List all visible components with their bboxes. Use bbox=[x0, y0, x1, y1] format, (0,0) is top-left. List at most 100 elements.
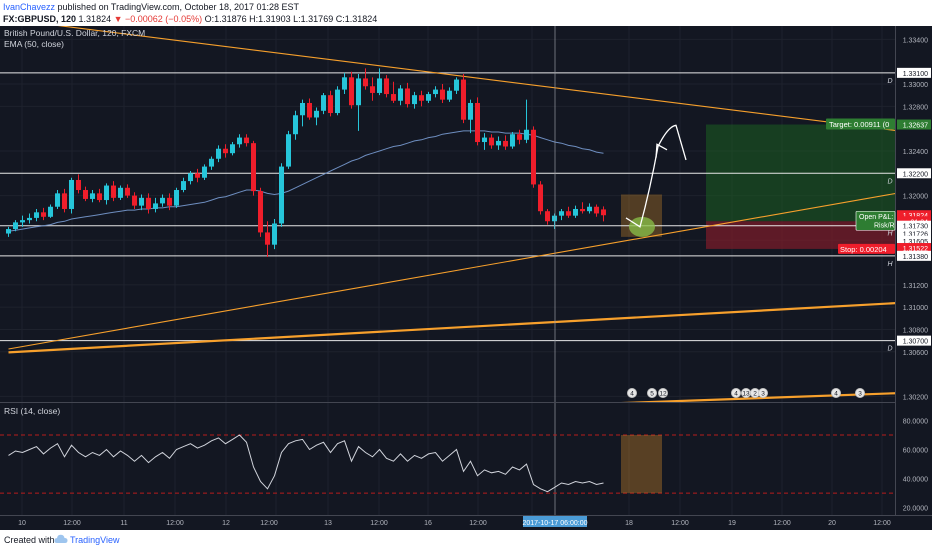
rsi-highlight-box bbox=[621, 435, 662, 494]
tradingview-brand[interactable]: TradingView bbox=[70, 535, 120, 545]
candle-body bbox=[181, 181, 186, 191]
time-tick-label: 19 bbox=[728, 520, 736, 527]
candle-body bbox=[566, 211, 571, 216]
candle-body bbox=[461, 79, 466, 120]
candle-body bbox=[433, 89, 438, 95]
rsi-tick-label: 80.0000 bbox=[903, 418, 928, 425]
symbol-label: FX:GBPUSD, 120 bbox=[3, 14, 77, 24]
candle-body bbox=[230, 144, 235, 154]
risk-reward-label: Risk/R bbox=[874, 222, 895, 229]
rsi-tick-label: 40.0000 bbox=[903, 477, 928, 484]
price-label: 1.31730 bbox=[903, 224, 928, 231]
candle-body bbox=[447, 90, 452, 100]
price-tick-label: 1.30800 bbox=[903, 327, 928, 334]
candle-body bbox=[293, 115, 298, 135]
time-tick-label: 12:00 bbox=[166, 520, 184, 527]
candle-body bbox=[41, 212, 46, 217]
time-tick-label: 12:00 bbox=[260, 520, 278, 527]
ema-legend: EMA (50, close) bbox=[4, 39, 64, 49]
event-badge-count: 2 bbox=[753, 391, 757, 398]
candle-body bbox=[244, 137, 249, 144]
event-badge-count: 12 bbox=[659, 391, 667, 398]
projection-arrowhead bbox=[655, 143, 668, 158]
level-flag: H bbox=[887, 231, 893, 238]
candle-body bbox=[6, 229, 11, 234]
candle-body bbox=[34, 212, 39, 218]
candle-body bbox=[27, 217, 32, 221]
target-label-bg bbox=[826, 118, 895, 130]
price-label: 1.32637 bbox=[903, 123, 928, 130]
time-tick-label: 18 bbox=[625, 520, 633, 527]
ohlc-values: O:1.31876 H:1.31903 L:1.31769 C:1.31824 bbox=[204, 14, 378, 24]
stop-label-bg bbox=[838, 243, 895, 254]
instrument-legend: British Pound/U.S. Dollar, 120, FXCM bbox=[4, 28, 145, 38]
candle-body bbox=[545, 211, 550, 222]
price-tick-label: 1.30600 bbox=[903, 350, 928, 357]
candle-body bbox=[76, 179, 81, 191]
price-label-bg bbox=[897, 335, 931, 346]
candle-body bbox=[258, 191, 263, 233]
candle-body bbox=[489, 137, 494, 146]
projection-arrow bbox=[625, 124, 687, 228]
stop-label: Stop: 0.00204 bbox=[840, 245, 887, 254]
event-badge bbox=[731, 388, 741, 398]
candle-body bbox=[510, 134, 515, 147]
price-label: 1.31726 bbox=[903, 231, 928, 238]
candle-body bbox=[475, 102, 480, 143]
candle-body bbox=[426, 94, 431, 101]
trendline bbox=[620, 392, 895, 402]
candle-body bbox=[139, 197, 144, 206]
candle-body bbox=[83, 190, 88, 199]
price-label: 1.31522 bbox=[903, 246, 928, 253]
candle-body bbox=[286, 134, 291, 167]
level-flag: H bbox=[887, 261, 893, 268]
ohlc-line: FX:GBPUSD, 120 1.31824 ▼ −0.00062 (−0.05… bbox=[3, 14, 377, 24]
price-label: 1.32200 bbox=[903, 171, 928, 178]
candle-body bbox=[573, 208, 578, 216]
candle-body bbox=[216, 148, 221, 159]
candle-body bbox=[363, 78, 368, 87]
footer: Created with TradingView bbox=[0, 530, 932, 550]
candle-body bbox=[146, 197, 151, 209]
candle-body bbox=[202, 166, 207, 178]
candle-body bbox=[342, 77, 347, 90]
candle-body bbox=[349, 77, 354, 106]
candle-body bbox=[104, 185, 109, 201]
open-pl-label: Open P&L: bbox=[859, 214, 893, 221]
candle-body bbox=[13, 222, 18, 230]
candle-body bbox=[517, 134, 522, 140]
time-tick-label: 12:00 bbox=[469, 520, 487, 527]
author-link[interactable]: IvanChavezz bbox=[3, 2, 56, 12]
candle-body bbox=[153, 203, 158, 209]
time-tick-label: 12:00 bbox=[63, 520, 81, 527]
price-label-bg bbox=[897, 243, 931, 254]
price-label-bg bbox=[897, 220, 931, 231]
candle-body bbox=[272, 223, 277, 245]
candle-body bbox=[454, 79, 459, 91]
candle-body bbox=[251, 143, 256, 192]
candle-body bbox=[384, 78, 389, 95]
price-axis-bg[interactable] bbox=[895, 26, 932, 515]
candle-body bbox=[398, 88, 403, 101]
target-label: Target: 0.00911 (0 bbox=[829, 120, 889, 129]
candle-body bbox=[601, 209, 606, 216]
price-label: 1.30700 bbox=[903, 339, 928, 346]
publication-header: IvanChavezz published on TradingView.com… bbox=[0, 0, 932, 26]
cursor-time-label: 2017-10-17 06:00:00 bbox=[523, 520, 588, 527]
time-tick-label: 11 bbox=[120, 520, 127, 527]
candle-body bbox=[377, 78, 382, 93]
candle-body bbox=[279, 166, 284, 224]
candle-body bbox=[412, 95, 417, 105]
last-price: 1.31824 bbox=[78, 14, 112, 24]
event-badge-count: 13 bbox=[742, 391, 750, 398]
entry-marker-circle bbox=[629, 216, 655, 237]
event-badge bbox=[855, 388, 865, 398]
level-flag: D bbox=[887, 178, 892, 185]
candle-body bbox=[118, 187, 123, 198]
candle-body bbox=[300, 102, 305, 116]
event-badge bbox=[831, 388, 841, 398]
candle-body bbox=[440, 89, 445, 100]
candle-body bbox=[405, 88, 410, 105]
